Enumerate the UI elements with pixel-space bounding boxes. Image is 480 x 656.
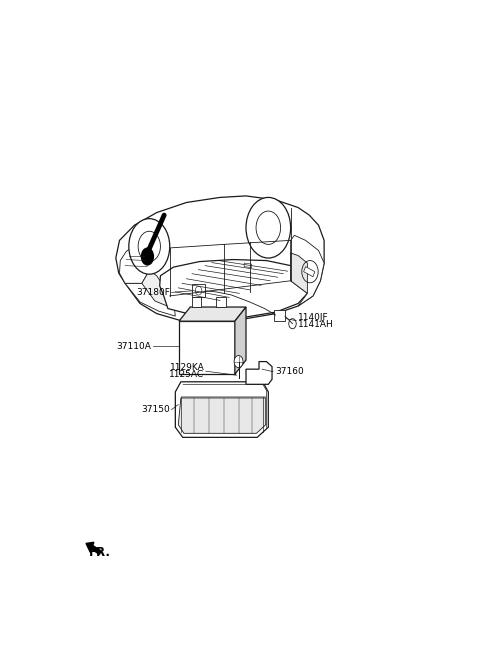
- Circle shape: [141, 247, 154, 266]
- Text: 1140JF: 1140JF: [298, 313, 329, 321]
- Polygon shape: [216, 297, 226, 307]
- Polygon shape: [175, 382, 268, 438]
- Polygon shape: [160, 260, 310, 318]
- Circle shape: [289, 319, 296, 329]
- Polygon shape: [246, 361, 272, 384]
- Polygon shape: [274, 310, 285, 321]
- Polygon shape: [125, 283, 175, 316]
- Polygon shape: [192, 297, 202, 307]
- Circle shape: [129, 218, 170, 274]
- Text: 37150: 37150: [141, 405, 170, 414]
- Circle shape: [246, 197, 291, 258]
- Polygon shape: [290, 236, 324, 306]
- Text: 1129KA: 1129KA: [169, 363, 204, 372]
- Polygon shape: [235, 307, 246, 374]
- Polygon shape: [290, 253, 307, 293]
- FancyArrow shape: [86, 543, 101, 554]
- Text: 37180F: 37180F: [136, 288, 170, 297]
- Polygon shape: [192, 284, 205, 297]
- Polygon shape: [142, 271, 173, 307]
- Polygon shape: [120, 245, 149, 283]
- Polygon shape: [179, 321, 235, 374]
- Text: 1125AC: 1125AC: [169, 370, 204, 379]
- Text: 37160: 37160: [275, 367, 304, 376]
- Text: FR.: FR.: [89, 546, 111, 559]
- Circle shape: [234, 356, 243, 367]
- Polygon shape: [178, 398, 266, 434]
- Polygon shape: [304, 266, 315, 277]
- Text: 1141AH: 1141AH: [298, 319, 334, 329]
- Polygon shape: [179, 307, 246, 321]
- Text: 37110A: 37110A: [116, 342, 151, 351]
